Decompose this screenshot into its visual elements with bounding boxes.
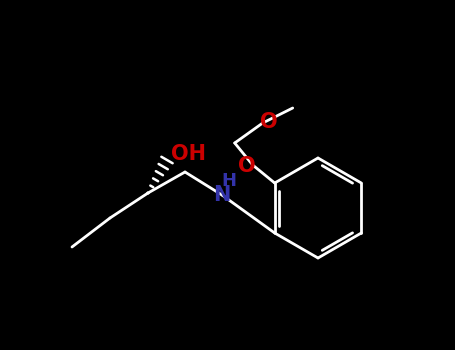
Text: N: N — [213, 185, 231, 205]
Text: OH: OH — [172, 144, 207, 164]
Text: O: O — [238, 156, 256, 176]
Text: H: H — [222, 172, 237, 190]
Text: O: O — [260, 112, 278, 132]
